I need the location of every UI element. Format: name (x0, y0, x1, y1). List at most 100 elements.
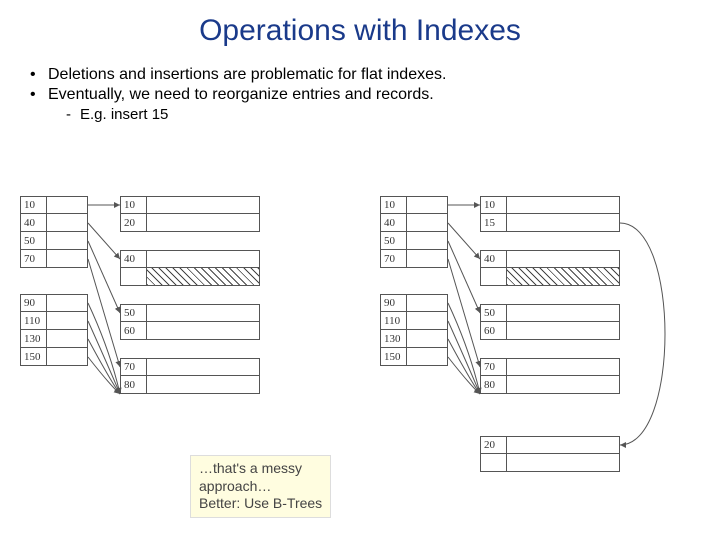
callout-note: …that's a messy approach… Better: Use B-… (190, 455, 331, 518)
block-label: 90 (381, 295, 407, 311)
block-label: 50 (21, 232, 47, 249)
block-label (481, 454, 507, 471)
block-body (47, 295, 87, 311)
pointer-arrow (448, 303, 480, 394)
pointer-arrow (88, 321, 120, 394)
block-body (507, 305, 619, 321)
storage-block: 15 (480, 214, 620, 232)
pointer-arrow (448, 339, 480, 394)
storage-block: 110 (20, 312, 88, 330)
storage-block: 40 (480, 250, 620, 268)
block-body (47, 232, 87, 249)
block-body (147, 268, 259, 285)
block-body (147, 214, 259, 231)
storage-block: 20 (480, 436, 620, 454)
block-body (507, 322, 619, 339)
block-label: 10 (121, 197, 147, 213)
sub-bullet-item: -E.g. insert 15 (66, 106, 720, 123)
block-label (481, 268, 507, 285)
block-label: 10 (21, 197, 47, 213)
block-label: 50 (381, 232, 407, 249)
block-body (407, 250, 447, 267)
block-label: 150 (381, 348, 407, 365)
storage-block: 40 (120, 250, 260, 268)
block-body (147, 359, 259, 375)
storage-block: 10 (20, 196, 88, 214)
pointer-arrow (88, 259, 120, 367)
bullet-mark-icon: • (30, 66, 48, 84)
block-body (147, 376, 259, 393)
block-label: 40 (21, 214, 47, 231)
storage-block: 10 (480, 196, 620, 214)
block-body (407, 197, 447, 213)
storage-block: 70 (380, 250, 448, 268)
storage-block (480, 454, 620, 472)
storage-block: 50 (20, 232, 88, 250)
block-body (407, 312, 447, 329)
sub-bullet-text: E.g. insert 15 (80, 106, 168, 123)
storage-block (480, 268, 620, 286)
block-body (47, 330, 87, 347)
block-label: 130 (21, 330, 47, 347)
block-label: 70 (21, 250, 47, 267)
storage-block: 70 (120, 358, 260, 376)
pointer-arrow (448, 259, 480, 367)
block-label: 110 (381, 312, 407, 329)
block-label: 20 (481, 437, 507, 453)
block-label: 80 (481, 376, 507, 393)
block-label: 15 (481, 214, 507, 231)
pointer-arrow (88, 339, 120, 394)
block-body (147, 305, 259, 321)
storage-block: 70 (480, 358, 620, 376)
block-label: 80 (121, 376, 147, 393)
block-label (121, 268, 147, 285)
block-body (507, 454, 619, 471)
pointer-arrow (448, 357, 480, 394)
block-body (47, 214, 87, 231)
storage-block: 90 (20, 294, 88, 312)
pointer-arrow (448, 223, 480, 259)
note-line: …that's a messy (199, 460, 302, 476)
block-label: 70 (481, 359, 507, 375)
block-label: 20 (121, 214, 147, 231)
storage-block: 40 (380, 214, 448, 232)
bullet-text: Eventually, we need to reorganize entrie… (48, 86, 434, 103)
storage-block: 50 (480, 304, 620, 322)
block-body (47, 197, 87, 213)
block-label: 40 (121, 251, 147, 267)
block-body (507, 359, 619, 375)
block-body (507, 268, 619, 285)
block-label: 40 (381, 214, 407, 231)
block-body (407, 232, 447, 249)
block-body (507, 251, 619, 267)
block-body (47, 348, 87, 365)
block-label: 60 (481, 322, 507, 339)
pointer-arrow (88, 223, 120, 259)
overflow-arrow (620, 223, 665, 445)
block-body (407, 348, 447, 365)
storage-block: 60 (120, 322, 260, 340)
dash-mark-icon: - (66, 106, 80, 123)
note-line: Better: Use B-Trees (199, 495, 322, 511)
block-label: 60 (121, 322, 147, 339)
storage-block: 10 (380, 196, 448, 214)
storage-block: 60 (480, 322, 620, 340)
block-label: 70 (121, 359, 147, 375)
block-body (47, 250, 87, 267)
storage-block: 80 (480, 376, 620, 394)
block-body (147, 197, 259, 213)
block-label: 10 (481, 197, 507, 213)
bullet-text: Deletions and insertions are problematic… (48, 66, 446, 83)
storage-block: 90 (380, 294, 448, 312)
storage-block: 110 (380, 312, 448, 330)
block-body (147, 251, 259, 267)
bullet-mark-icon: • (30, 86, 48, 104)
block-body (407, 295, 447, 311)
storage-block: 70 (20, 250, 88, 268)
storage-block: 80 (120, 376, 260, 394)
page-title: Operations with Indexes (0, 0, 720, 48)
block-body (407, 214, 447, 231)
storage-block (120, 268, 260, 286)
block-label: 150 (21, 348, 47, 365)
storage-block: 40 (20, 214, 88, 232)
